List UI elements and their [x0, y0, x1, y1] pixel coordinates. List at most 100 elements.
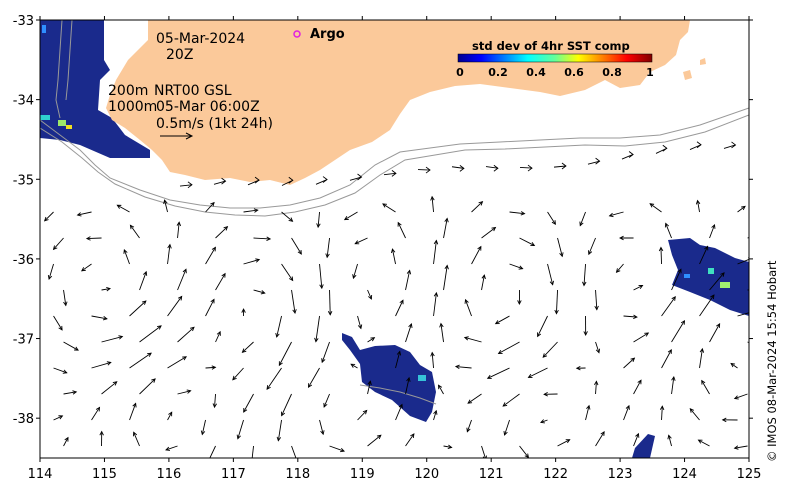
current-vector	[354, 237, 368, 245]
current-vector	[139, 325, 162, 343]
current-vector	[382, 203, 396, 213]
current-vector	[695, 199, 701, 213]
current-vector	[266, 367, 282, 390]
current-vector	[63, 390, 78, 395]
current-vector	[733, 445, 748, 450]
current-vector	[327, 289, 333, 316]
current-vector	[542, 341, 558, 358]
current-vector	[236, 419, 244, 440]
current-vector	[430, 351, 435, 369]
current-vector	[167, 295, 183, 317]
lon-axis: 114 115 116 117 118 119 120 121 122 123 124 125	[28, 16, 761, 482]
lat-tick-label: -38	[13, 412, 34, 427]
lat-tick-label: -33	[13, 14, 34, 29]
current-vector	[747, 289, 749, 291]
current-vector	[205, 365, 217, 370]
lon-tick-label: 116	[156, 467, 181, 482]
current-vector	[367, 434, 382, 447]
time-label: 20Z	[166, 47, 193, 63]
current-vector	[116, 204, 130, 213]
current-vector	[509, 263, 524, 270]
colorbar	[457, 53, 653, 63]
colorbar-tick-label: 0.4	[526, 66, 546, 79]
current-vector	[367, 337, 376, 343]
current-vector	[537, 315, 548, 338]
current-vector	[557, 237, 564, 258]
current-vector	[661, 348, 672, 369]
current-vector	[241, 341, 254, 353]
current-vector	[281, 393, 292, 417]
lon-tick-label: 124	[672, 467, 697, 482]
current-vector	[439, 322, 444, 343]
argo-label: Argo	[310, 27, 345, 42]
current-vector	[579, 211, 586, 227]
current-vector	[471, 245, 482, 265]
current-vector	[671, 268, 682, 291]
current-vector	[467, 393, 482, 404]
current-vector	[241, 308, 246, 317]
current-vector	[594, 289, 599, 311]
current-vector	[486, 367, 510, 379]
current-vector	[443, 444, 453, 450]
current-vector	[667, 434, 672, 447]
current-vector	[481, 226, 497, 239]
current-vector	[319, 419, 325, 436]
current-vector	[81, 263, 92, 272]
lat-tick-label: -37	[13, 333, 34, 348]
current-vector	[623, 404, 630, 421]
current-vector	[397, 221, 406, 239]
current-vector	[737, 257, 749, 265]
current-vector	[517, 289, 522, 305]
current-vector	[329, 445, 346, 453]
current-vector	[251, 445, 254, 458]
date-label: 05-Mar-2024	[156, 31, 245, 47]
isobath-1000m-west	[65, 20, 73, 101]
colorbar-tick-label: 0	[456, 66, 464, 79]
current-vector	[343, 211, 358, 221]
current-vector	[575, 365, 586, 371]
current-vector	[307, 367, 320, 389]
current-vector	[658, 246, 664, 265]
product-label: NRT00 GSL	[154, 83, 232, 99]
lon-tick-label: 121	[479, 467, 504, 482]
current-vector	[438, 384, 444, 395]
current-vector	[177, 268, 187, 291]
lon-tick-label: 115	[92, 467, 117, 482]
current-vector	[179, 181, 193, 189]
current-vector	[509, 211, 526, 216]
current-vector	[349, 173, 363, 181]
current-vector	[215, 272, 226, 291]
current-vector	[395, 403, 403, 421]
current-vector	[275, 315, 282, 338]
current-vector	[63, 341, 79, 351]
current-vector	[454, 364, 472, 370]
current-vector	[701, 379, 710, 395]
current-vector	[207, 445, 216, 458]
current-vector	[405, 376, 411, 395]
current-vector	[623, 314, 638, 320]
current-vector	[671, 319, 686, 343]
current-vector	[215, 330, 221, 343]
current-vector	[737, 205, 746, 213]
current-vector	[553, 162, 567, 170]
lon-tick-label: 119	[350, 467, 375, 482]
current-vector	[99, 430, 104, 447]
current-vector	[352, 263, 358, 280]
current-vector	[276, 419, 282, 442]
current-vector	[664, 222, 672, 239]
current-vector	[213, 177, 227, 185]
current-vector	[649, 203, 662, 213]
colorbar-ticks: 0 0.2 0.4 0.6 0.8 1	[456, 66, 654, 79]
current-vector	[291, 237, 302, 255]
current-vector	[47, 263, 54, 280]
current-vector	[205, 201, 215, 213]
sst-patch-east	[668, 238, 749, 316]
current-vector	[367, 380, 372, 395]
current-vector	[243, 208, 259, 213]
current-vector	[661, 296, 676, 317]
lon-tick-label: 122	[543, 467, 568, 482]
current-vector	[405, 433, 415, 447]
current-vector	[405, 269, 412, 291]
island-east	[683, 70, 692, 80]
